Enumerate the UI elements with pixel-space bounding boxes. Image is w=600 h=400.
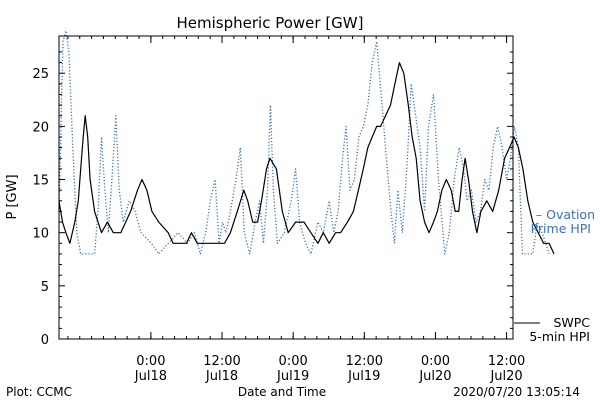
y-tick-label: 15 [32,174,49,189]
x-tick-label: 0:00 [421,354,450,369]
legend-ovation-line1: – Ovation [536,207,595,222]
ovation-prime-series-line [58,30,550,255]
plot-area [58,30,555,255]
legend-swpc-line2: 5-min HPI [529,329,590,344]
plot-credit: Plot: CCMC [6,385,72,399]
y-tick-label: 0 [41,333,49,348]
x-tick-label: 0:00 [136,354,165,369]
y-tick-label: 20 [32,120,49,135]
y-tick-label: 5 [41,280,49,295]
x-tick-sublabel: Jul18 [134,369,167,384]
x-tick-label: 0:00 [279,354,308,369]
x-tick-label: 12:00 [488,354,525,369]
plot-frame [58,35,514,340]
x-tick-sublabel: Jul20 [489,369,522,384]
x-tick-sublabel: Jul19 [347,369,380,384]
swpc-series-line [58,62,555,255]
x-tick-label: 12:00 [346,354,383,369]
legend-swpc-line1: SWPC [553,315,590,330]
x-tick-sublabel: Jul19 [276,369,309,384]
x-axis-label: Date and Time [238,385,326,399]
y-axis-label: P [GW] [5,174,20,219]
legend-ovation-line2: Prime HPI [531,221,591,236]
y-tick-label: 10 [32,227,49,242]
axes: 05101520250:00Jul1812:00Jul180:00Jul1912… [32,35,525,384]
x-tick-label: 12:00 [203,354,240,369]
timestamp: 2020/07/20 13:05:14 [453,385,580,399]
x-tick-sublabel: Jul20 [418,369,451,384]
x-tick-sublabel: Jul18 [205,369,238,384]
chart-title: Hemispheric Power [GW] [177,14,364,32]
y-tick-label: 25 [32,67,49,82]
